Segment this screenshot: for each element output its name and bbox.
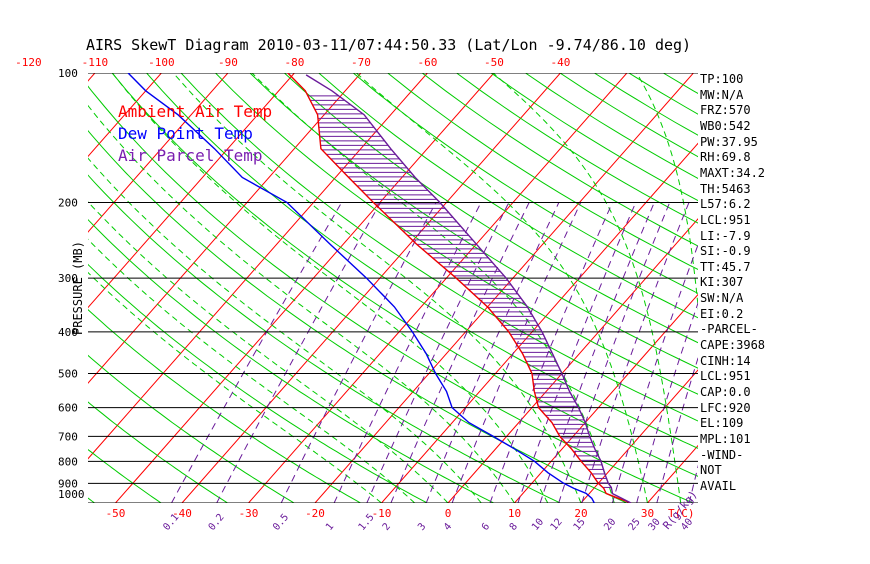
mixing-ratio-tick-label: 2 <box>381 521 393 533</box>
mixing-ratio-tick-label: 1 <box>324 521 336 533</box>
pressure-tick-label: 700 <box>58 430 78 443</box>
isotherm-line <box>648 73 870 503</box>
index-line: LI:-7.9 <box>700 229 751 243</box>
index-line: EL:109 <box>700 416 743 430</box>
pressure-tick-label: 100 <box>58 67 78 80</box>
isotherm-line <box>781 73 870 503</box>
index-line: NOT <box>700 463 722 477</box>
index-line: L57:6.2 <box>700 197 751 211</box>
top-temp-tick-label: -60 <box>417 56 437 69</box>
mixing-ratio-tick-label: 20 <box>602 517 618 533</box>
dry-adiabat-line <box>319 73 870 503</box>
bottom-temp-tick-label: -20 <box>305 507 325 520</box>
index-line: RH:69.8 <box>700 150 751 164</box>
top-temp-tick-label: -80 <box>284 56 304 69</box>
bottom-temp-tick-label: -30 <box>239 507 259 520</box>
index-line: -PARCEL- <box>700 322 758 336</box>
dry-adiabat-line <box>767 73 870 503</box>
y-axis-label: PRESSURE (MB) <box>71 241 85 335</box>
top-temp-tick-label: -100 <box>148 56 175 69</box>
top-temp-tick-label: -120 <box>15 56 42 69</box>
mixing-ratio-tick-label: 0.5 <box>271 512 291 533</box>
pressure-tick-label: 600 <box>58 402 78 415</box>
mixing-ratio-line <box>334 202 481 503</box>
bottom-temp-tick-label: 10 <box>508 507 521 520</box>
index-line: TP:100 <box>700 72 743 86</box>
dry-adiabat-line <box>663 73 870 503</box>
mixing-ratio-tick-label: 3 <box>416 521 428 533</box>
pressure-tick-label: 200 <box>58 196 78 209</box>
mixing-ratio-line <box>540 202 654 503</box>
mixing-ratio-tick-label: 4 <box>442 521 454 533</box>
index-line: SW:N/A <box>700 291 743 305</box>
dry-adiabat-line <box>353 73 870 503</box>
index-line: WB0:542 <box>700 119 751 133</box>
index-line: SI:-0.9 <box>700 244 751 258</box>
index-line: FRZ:570 <box>700 103 751 117</box>
index-line: KI:307 <box>700 275 743 289</box>
index-line: TT:45.7 <box>700 260 751 274</box>
bottom-temp-tick-label: -50 <box>106 507 126 520</box>
top-temp-tick-label: -70 <box>351 56 371 69</box>
index-line: MAXT:34.2 <box>700 166 765 180</box>
mixing-ratio-tick-label: 6 <box>480 521 492 533</box>
mixing-ratio-tick-label: 12 <box>549 517 565 533</box>
index-line: AVAIL <box>700 479 736 493</box>
ambient-air-temp-line <box>288 73 631 503</box>
dry-adiabat-line <box>801 73 870 503</box>
dry-adiabat-line <box>526 73 870 503</box>
mixing-ratio-line <box>612 202 714 503</box>
pressure-tick-label: 1000 <box>58 488 85 501</box>
mixing-ratio-tick-label: 8 <box>508 521 520 533</box>
mixing-ratio-tick-label: 10 <box>530 517 546 533</box>
legend-ambient-air-temp: Ambient Air Temp <box>118 102 272 121</box>
top-temp-tick-label: -90 <box>218 56 238 69</box>
dry-adiabat-line <box>836 73 870 503</box>
legend: Ambient Air Temp Dew Point Temp Air Parc… <box>118 102 272 165</box>
legend-air-parcel-temp: Air Parcel Temp <box>118 146 263 165</box>
isotherm-line <box>515 73 870 503</box>
index-line: CINH:14 <box>700 354 751 368</box>
index-line: CAP:0.0 <box>700 385 751 399</box>
dry-adiabat-line <box>491 73 870 503</box>
bottom-temp-tick-label: 0 <box>445 507 452 520</box>
dry-adiabat-line <box>422 73 870 503</box>
index-line: -WIND- <box>700 448 743 462</box>
index-line: MW:N/A <box>700 88 743 102</box>
top-temp-tick-label: -40 <box>550 56 570 69</box>
mixing-ratio-line <box>217 202 381 503</box>
chart-title: AIRS SkewT Diagram 2010-03-11/07:44:50.3… <box>86 36 691 54</box>
mixing-ratio-tick-label: 0.2 <box>207 512 227 533</box>
legend-dew-point-temp: Dew Point Temp <box>118 124 253 143</box>
pressure-tick-label: 800 <box>58 455 78 468</box>
index-line: LCL:951 <box>700 213 751 227</box>
index-line: LCL:951 <box>700 369 751 383</box>
index-line: PW:37.95 <box>700 135 758 149</box>
index-line: LFC:920 <box>700 401 751 415</box>
pressure-tick-label: 500 <box>58 368 78 381</box>
index-line: TH:5463 <box>700 182 751 196</box>
index-line: MPL:101 <box>700 432 751 446</box>
dry-adiabat-line <box>388 73 870 503</box>
mixing-ratio-line <box>172 202 342 503</box>
top-temp-tick-label: -50 <box>484 56 504 69</box>
index-line: CAPE:3968 <box>700 338 765 352</box>
isotherm-line <box>0 73 28 503</box>
top-temp-tick-label: -110 <box>82 56 109 69</box>
moist-adiabat-line <box>493 73 681 503</box>
isotherm-line <box>847 73 870 503</box>
mixing-ratio-line <box>281 202 436 503</box>
index-line: EI:0.2 <box>700 307 743 321</box>
